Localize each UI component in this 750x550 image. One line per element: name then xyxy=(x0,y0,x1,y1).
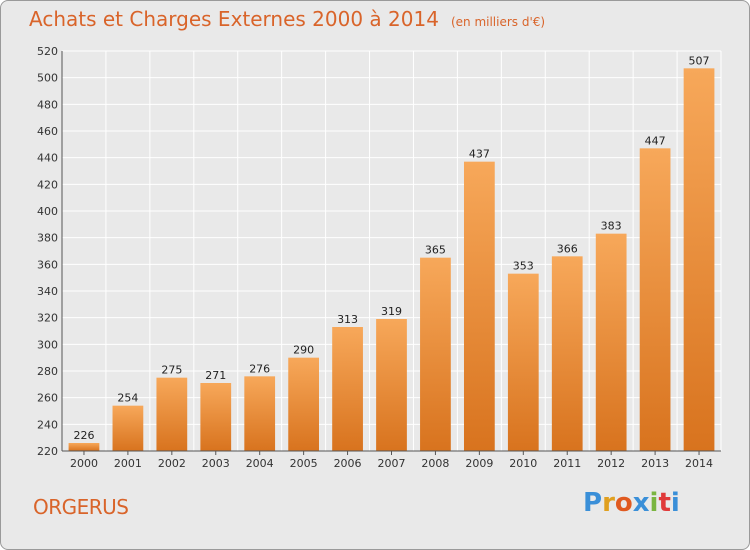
bar-2000 xyxy=(68,443,100,451)
bar-value-label: 507 xyxy=(689,54,710,67)
x-tick-label: 2004 xyxy=(246,457,274,470)
x-tick-label: 2006 xyxy=(334,457,362,470)
bar-value-label: 366 xyxy=(557,242,578,255)
bar-2011 xyxy=(551,256,583,451)
bar-value-label: 447 xyxy=(645,134,666,147)
chart-unit: (en milliers d'€) xyxy=(450,15,546,29)
y-tick-label: 440 xyxy=(37,152,58,165)
y-tick-label: 360 xyxy=(37,258,58,271)
logo-letter: x xyxy=(632,488,650,518)
bar-value-label: 365 xyxy=(425,244,446,257)
bar-value-label: 319 xyxy=(381,305,402,318)
bar-2003 xyxy=(200,383,232,451)
x-tick-label: 2002 xyxy=(158,457,186,470)
bar-value-label: 271 xyxy=(205,369,226,382)
x-tick-label: 2003 xyxy=(202,457,230,470)
logo-letter: t xyxy=(658,488,671,518)
bar-2010 xyxy=(507,273,539,451)
bar-value-label: 313 xyxy=(337,313,358,326)
logo-letter: r xyxy=(602,488,615,518)
bar-value-label: 290 xyxy=(293,344,314,357)
y-tick-label: 320 xyxy=(37,312,58,325)
bar-value-label: 353 xyxy=(513,260,534,273)
bar-2005 xyxy=(288,357,320,451)
y-tick-label: 340 xyxy=(37,285,58,298)
bar-2001 xyxy=(112,405,144,451)
bar-2004 xyxy=(244,376,276,451)
y-tick-label: 420 xyxy=(37,178,58,191)
bar-value-label: 276 xyxy=(249,362,270,375)
logo-letter: i xyxy=(670,488,680,518)
y-tick-label: 240 xyxy=(37,418,58,431)
x-tick-label: 2008 xyxy=(421,457,449,470)
x-tick-label: 2013 xyxy=(641,457,669,470)
chart-title-text: Achats et Charges Externes 2000 à 2014 xyxy=(29,7,439,31)
bar-2014 xyxy=(683,68,715,451)
city-name: ORGERUS xyxy=(33,495,129,519)
bar-2007 xyxy=(376,319,407,451)
y-tick-label: 280 xyxy=(37,365,58,378)
bar-2012 xyxy=(595,233,627,451)
logo-letter: i xyxy=(649,488,659,518)
x-tick-label: 2010 xyxy=(509,457,537,470)
proxiti-logo: Proxiti xyxy=(583,488,680,518)
bar-layer xyxy=(68,68,715,452)
logo-letter: o xyxy=(614,488,633,518)
bar-2008 xyxy=(420,257,451,451)
y-tick-label: 260 xyxy=(37,392,58,405)
bar-value-label: 383 xyxy=(601,220,622,233)
y-tick-label: 400 xyxy=(37,205,58,218)
bar-2002 xyxy=(156,377,188,451)
bar-value-label: 275 xyxy=(161,364,182,377)
x-tick-label: 2012 xyxy=(597,457,625,470)
y-tick-label: 500 xyxy=(37,72,58,85)
bar-value-label: 254 xyxy=(117,392,138,405)
y-tick-label: 460 xyxy=(37,125,58,138)
bar-2006 xyxy=(332,327,363,451)
axis-layer: 220 240 260 280 300 320 340 360 380 400 420 440 460 4… xyxy=(37,45,721,470)
y-tick-label: 520 xyxy=(37,45,58,58)
x-tick-label: 2011 xyxy=(553,457,581,470)
x-tick-label: 2005 xyxy=(290,457,318,470)
bar-value-label: 226 xyxy=(73,429,94,442)
bar-value-label: 437 xyxy=(469,148,490,161)
x-tick-label: 2001 xyxy=(114,457,142,470)
x-tick-label: 2007 xyxy=(378,457,406,470)
x-tick-label: 2014 xyxy=(685,457,713,470)
y-tick-label: 300 xyxy=(37,338,58,351)
y-tick-label: 480 xyxy=(37,98,58,111)
bar-2013 xyxy=(639,148,671,452)
chart-title: Achats et Charges Externes 2000 à 2014 (e… xyxy=(29,7,545,31)
y-tick-label: 220 xyxy=(37,445,58,458)
y-tick-label: 380 xyxy=(37,232,58,245)
logo-letter: P xyxy=(583,488,603,518)
x-tick-label: 2009 xyxy=(465,457,493,470)
bar-2009 xyxy=(463,161,495,451)
x-tick-label: 2000 xyxy=(70,457,98,470)
